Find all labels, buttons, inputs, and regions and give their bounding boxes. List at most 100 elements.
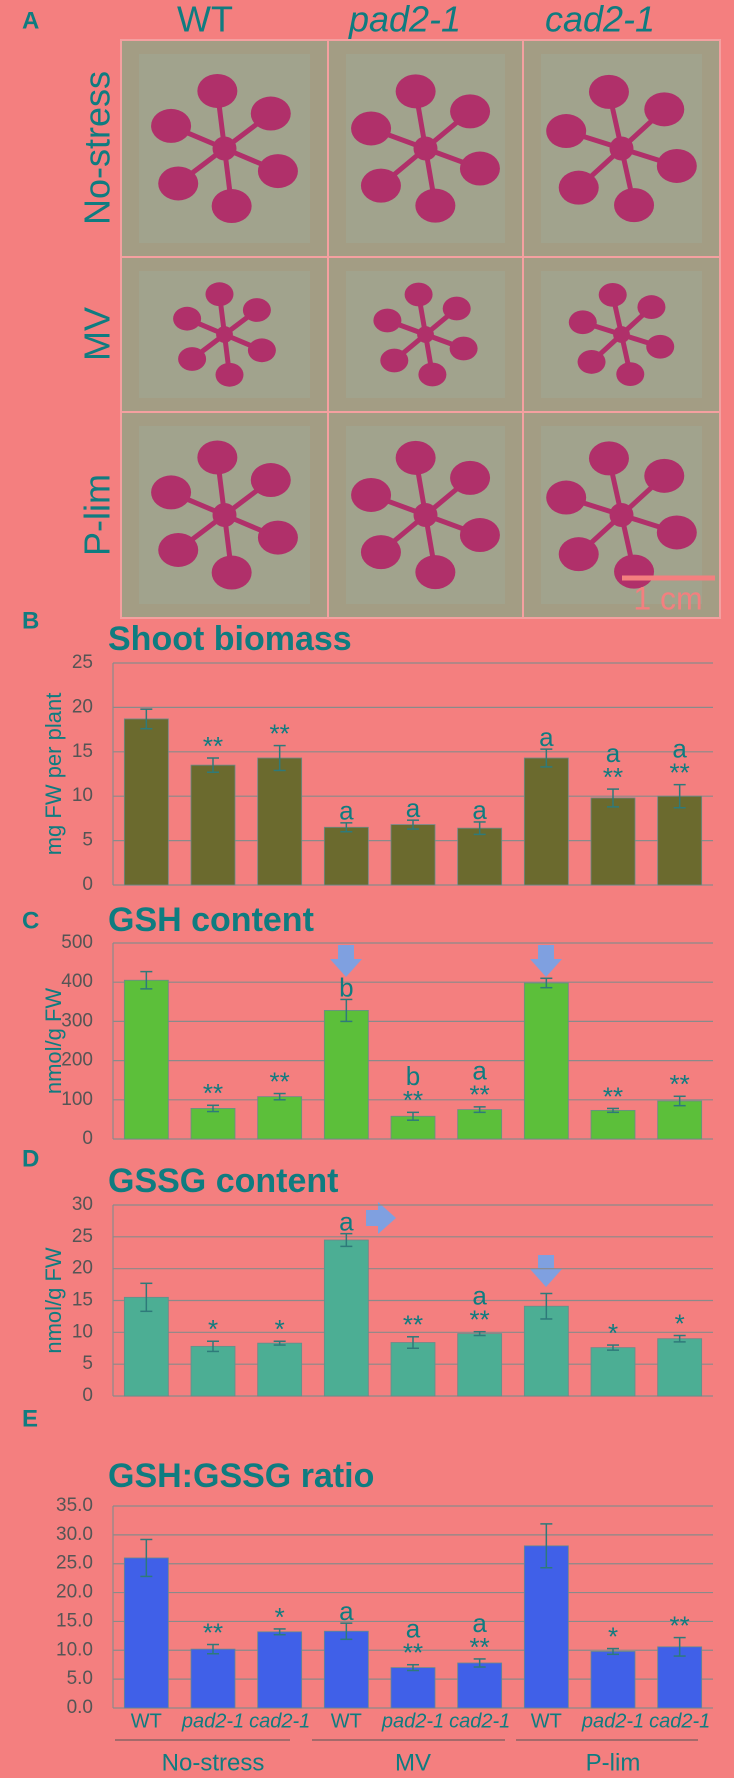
leaf [151, 475, 192, 510]
bar [523, 982, 569, 1140]
leaf [242, 298, 271, 322]
leaf [205, 282, 234, 307]
y-tick-label: 400 [61, 971, 93, 992]
bar [190, 1648, 236, 1709]
annotation: a [672, 734, 687, 764]
y-tick-label: 0 [82, 874, 93, 895]
error-bar [540, 977, 553, 989]
bar [390, 1342, 436, 1397]
annotation: a [472, 795, 487, 825]
bar [390, 824, 436, 886]
annotation: ** [403, 1638, 423, 1668]
bar [523, 1305, 569, 1397]
y-tick-label: 25 [72, 652, 93, 673]
bar [257, 1096, 303, 1140]
row-label: P-lim [77, 474, 118, 556]
y-tick-label: 25.0 [56, 1553, 93, 1574]
error-bar [607, 1107, 619, 1114]
bar [123, 1557, 169, 1709]
bar [590, 797, 636, 886]
y-axis-label: mg FW per plant [41, 693, 66, 856]
error-bar [407, 1336, 419, 1349]
bar [123, 1296, 169, 1397]
panel-letter: A [22, 7, 39, 34]
row-label: MV [77, 307, 118, 361]
bar [190, 764, 236, 886]
annotation: a [539, 722, 554, 752]
chart-title: GSH content [108, 901, 314, 939]
leaf [450, 94, 491, 129]
y-tick-label: 500 [61, 932, 93, 953]
leaf [257, 154, 298, 189]
bar [257, 1342, 303, 1397]
leaf [646, 334, 675, 359]
rosette-center [216, 326, 233, 343]
y-tick-label: 10 [72, 785, 93, 806]
leaf [616, 362, 645, 387]
rosette-center [212, 503, 237, 527]
bar [323, 1630, 369, 1709]
arrow [366, 1202, 396, 1234]
y-tick-label: 5.0 [67, 1668, 93, 1689]
leaf [158, 532, 199, 567]
rosette-center [609, 136, 634, 161]
annotation: ** [403, 1085, 423, 1115]
annotation: * [608, 1318, 618, 1348]
leaf [151, 108, 192, 143]
leaf [250, 463, 291, 498]
bar [123, 718, 169, 886]
leaf [577, 350, 606, 374]
annotation: ** [603, 1081, 623, 1111]
bar [457, 827, 503, 886]
column-label: WT [177, 0, 233, 40]
error-bar [273, 1340, 286, 1346]
y-tick-label: 10.0 [56, 1639, 93, 1660]
annotation: a [606, 738, 621, 768]
error-bar [340, 822, 353, 833]
rosette-center [613, 326, 630, 343]
annotation: ** [203, 1078, 223, 1108]
leaf [588, 74, 629, 109]
bar [457, 1109, 503, 1140]
leaf [404, 282, 433, 307]
bar [323, 1239, 369, 1397]
arrow [530, 945, 562, 977]
annotation: a [339, 1596, 354, 1626]
leaf [211, 555, 252, 590]
leaf [351, 111, 392, 146]
annotation: ** [670, 1069, 690, 1099]
bar [590, 1109, 636, 1140]
y-tick-label: 15.0 [56, 1610, 93, 1631]
x-tick-label: cad2-1 [449, 1710, 510, 1732]
leaf [588, 441, 629, 476]
leaf [380, 348, 409, 373]
bar [190, 1108, 236, 1140]
leaf [360, 168, 401, 203]
leaf [558, 170, 599, 205]
leaf [418, 362, 447, 387]
leaf [178, 347, 207, 371]
x-tick-label: pad2-1 [581, 1710, 644, 1732]
annotation: b [406, 1061, 420, 1091]
annotation: a [472, 1056, 487, 1086]
error-bar [673, 1636, 686, 1657]
leaf [158, 166, 199, 201]
rosette-center [413, 503, 438, 527]
error-bar [540, 1523, 553, 1569]
error-bar [273, 1628, 286, 1636]
error-bar [273, 744, 286, 772]
panel-letter: D [22, 1145, 39, 1172]
leaf [351, 477, 392, 512]
bar [123, 979, 169, 1140]
group-label: No-stress [162, 1749, 265, 1776]
y-tick-label: 30.0 [56, 1524, 93, 1545]
annotation: ** [603, 762, 623, 792]
error-bar [140, 708, 153, 730]
error-bar [207, 1340, 219, 1353]
arrows [330, 945, 562, 1287]
arrow [330, 945, 362, 977]
y-axis-label: nmol/g FW [41, 988, 66, 1095]
bar [657, 1100, 703, 1140]
bar [323, 1010, 369, 1140]
error-bar [540, 748, 553, 768]
